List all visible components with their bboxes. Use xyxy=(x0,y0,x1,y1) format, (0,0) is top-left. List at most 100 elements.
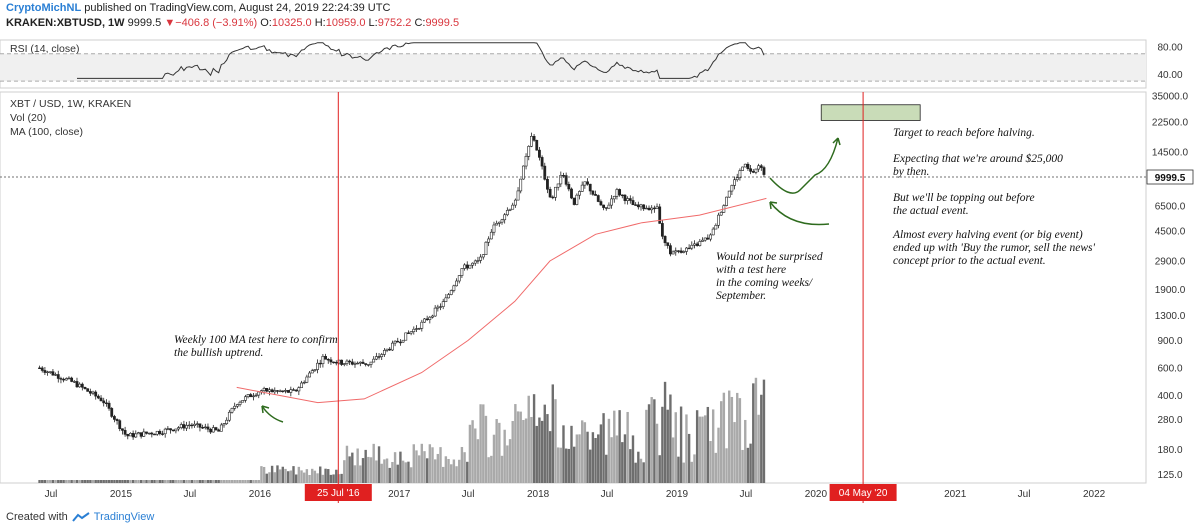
ma-legend[interactable]: MA (100, close) xyxy=(10,126,83,138)
candle-body xyxy=(538,149,541,158)
volume-bar xyxy=(118,480,121,483)
candle-body xyxy=(289,389,293,393)
volume-bar xyxy=(276,465,279,483)
candle-body xyxy=(64,378,68,381)
volume-bar xyxy=(543,404,546,483)
candle-body xyxy=(161,433,164,435)
candle-body xyxy=(671,251,675,255)
volume-bar xyxy=(559,447,563,483)
volume-bar xyxy=(327,469,330,483)
volume-bar xyxy=(685,414,688,483)
candle-body xyxy=(401,339,405,343)
volume-bar xyxy=(540,420,544,483)
candle-body xyxy=(690,244,694,249)
candle-body xyxy=(471,262,474,266)
candle-body xyxy=(86,388,90,392)
candle-body xyxy=(399,341,402,344)
candle-body xyxy=(316,362,319,370)
candle-body xyxy=(762,167,766,175)
candle-body xyxy=(99,397,103,402)
main-legend[interactable]: XBT / USD, 1W, KRAKEN xyxy=(10,98,132,110)
volume-bar xyxy=(653,399,656,483)
volume-bar xyxy=(91,480,95,483)
candle-body xyxy=(492,224,496,233)
volume-bar xyxy=(153,480,156,483)
volume-bar xyxy=(391,461,394,483)
price-change: −406.8 (−3.91%) xyxy=(175,17,258,29)
ohlc-values: O:10325.0 H:10959.0 L:9752.2 C:9999.5 xyxy=(260,17,460,29)
candle-body xyxy=(113,416,116,420)
volume-bar xyxy=(554,399,557,483)
candle-body xyxy=(91,391,95,394)
candle-body xyxy=(51,371,55,376)
candle-body xyxy=(559,175,563,185)
volume-bar xyxy=(580,420,584,483)
x-tick-label: Jul xyxy=(739,489,752,500)
volume-bar xyxy=(645,409,648,483)
volume-bar xyxy=(500,455,504,483)
volume-bar xyxy=(198,480,202,483)
candle-body xyxy=(583,181,587,186)
volume-bar xyxy=(706,406,710,483)
volume-bar xyxy=(353,465,357,483)
volume-bar xyxy=(466,461,469,483)
candle-body xyxy=(388,348,392,351)
candle-body xyxy=(727,190,731,198)
volume-bar xyxy=(380,463,383,483)
candle-body xyxy=(393,340,397,344)
x-tick-label: 2022 xyxy=(1083,489,1106,500)
volume-bar xyxy=(548,431,552,483)
candle-body xyxy=(374,356,378,360)
volume-bar xyxy=(695,410,699,483)
volume-bar xyxy=(420,443,424,483)
volume-bar xyxy=(65,480,68,483)
candle-body xyxy=(746,163,750,169)
y-tick-label: 2900.0 xyxy=(1155,256,1186,267)
volume-bar xyxy=(597,434,600,483)
volume-bar xyxy=(401,460,405,483)
candle-body xyxy=(118,420,122,430)
vol-legend[interactable]: Vol (20) xyxy=(10,112,47,124)
volume-bar xyxy=(436,453,440,483)
candle-body xyxy=(562,175,565,177)
volume-bar xyxy=(479,404,482,483)
author-link[interactable]: CryptoMichNL xyxy=(6,2,82,14)
candle-body xyxy=(634,204,638,206)
rsi-legend[interactable]: RSI (14, close) xyxy=(10,43,80,55)
candle-body xyxy=(412,328,416,332)
created-with-text: Created with xyxy=(6,511,68,523)
volume-bar xyxy=(166,480,170,483)
volume-bar xyxy=(623,434,627,483)
candle-body xyxy=(650,207,654,211)
volume-bar xyxy=(728,390,731,483)
curved-arrow-icon xyxy=(261,405,284,423)
marker-date-badge xyxy=(829,484,897,501)
volume-bar xyxy=(139,480,143,483)
volume-bar xyxy=(503,429,506,483)
candle-body xyxy=(417,327,421,330)
candle-body xyxy=(741,166,744,171)
candle-body xyxy=(698,241,702,246)
candle-body xyxy=(567,184,571,190)
candle-body xyxy=(284,390,287,392)
volume-bar xyxy=(642,462,645,483)
volume-bar xyxy=(546,414,549,483)
candle-body xyxy=(693,243,696,246)
candle-body xyxy=(310,370,314,374)
volume-bar xyxy=(337,474,341,483)
volume-bar xyxy=(760,394,763,483)
volume-bar xyxy=(626,411,629,483)
volume-bar xyxy=(639,458,643,483)
volume-bar xyxy=(556,447,560,483)
candle-body xyxy=(318,362,322,365)
volume-bar xyxy=(385,458,389,483)
candle-body xyxy=(527,146,531,157)
candle-body xyxy=(211,427,215,433)
candle-body xyxy=(524,156,528,167)
candle-body xyxy=(730,185,734,192)
volume-bar xyxy=(589,449,592,483)
brand-link[interactable]: TradingView xyxy=(93,511,155,523)
volume-bar xyxy=(86,480,89,483)
candle-body xyxy=(246,394,250,398)
